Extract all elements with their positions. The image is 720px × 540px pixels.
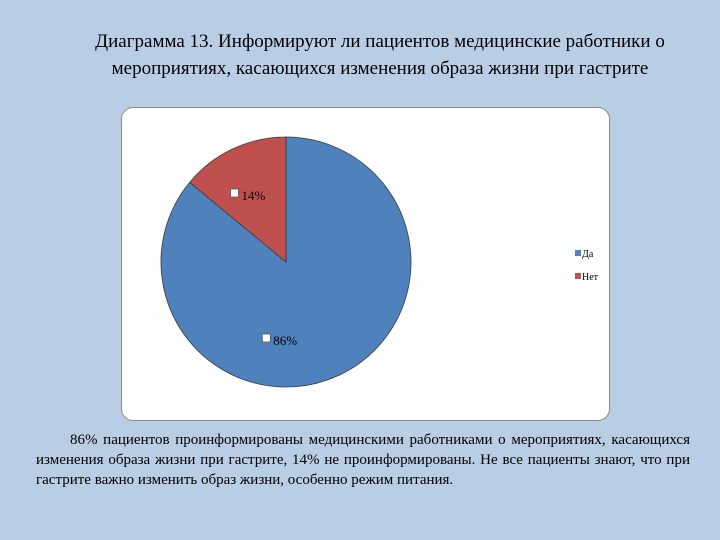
legend-item-yes: Да xyxy=(575,249,594,260)
legend-item-no: Нет xyxy=(575,272,599,283)
data-label-no: 14% xyxy=(230,188,266,203)
legend-swatch xyxy=(575,273,581,279)
chart-description: 86% пациентов проинформированы медицинск… xyxy=(36,432,690,488)
pie-chart: 86% 14% Да Нет xyxy=(160,136,599,388)
pie-slice-no xyxy=(189,136,287,263)
legend-label: Нет xyxy=(582,272,599,283)
legend-swatch xyxy=(575,250,581,256)
legend-label: Да xyxy=(582,249,594,260)
slide-title: Диаграмма 13. Информируют ли пациентов м… xyxy=(95,31,665,79)
chart-area: 86% 14% Да Нет xyxy=(121,107,610,421)
data-label-yes: 86% xyxy=(261,333,297,348)
data-label-text: 86% xyxy=(273,333,297,348)
data-label-text: 14% xyxy=(242,188,266,203)
